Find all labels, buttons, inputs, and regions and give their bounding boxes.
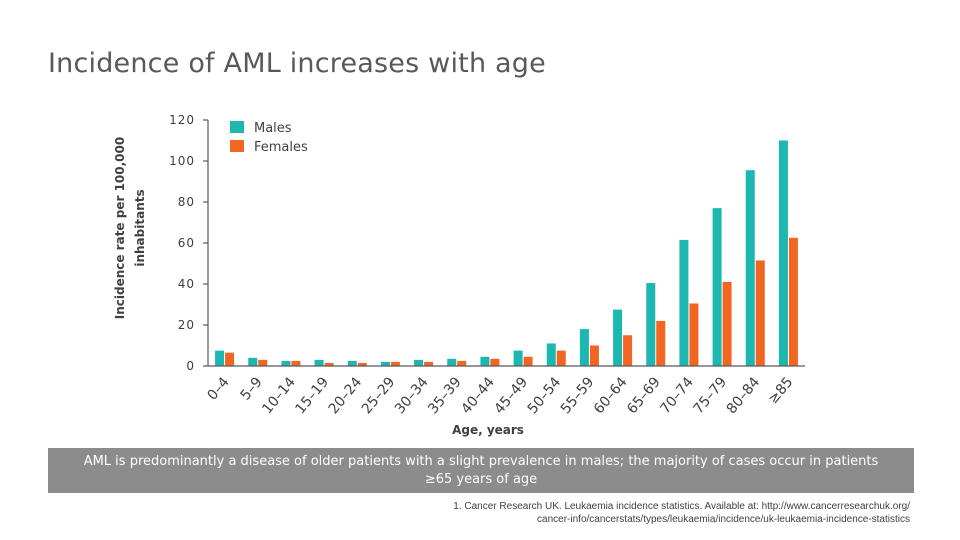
bar-males-6	[414, 359, 424, 366]
slide-title: Incidence of AML increases with age	[48, 48, 546, 79]
x-tick-label: 50–54	[525, 374, 565, 417]
bar-males-12	[613, 309, 623, 366]
bar-males-2	[281, 360, 291, 366]
x-tick-label: 25–29	[359, 374, 399, 417]
bars	[215, 140, 798, 366]
key-message-banner: AML is predominantly a disease of older …	[48, 448, 914, 493]
key-message-text: AML is predominantly a disease of older …	[83, 453, 879, 487]
x-tick-label: 5–9	[238, 374, 266, 403]
legend-label-males: Males	[254, 121, 292, 136]
bar-females-8	[490, 358, 500, 366]
bar-females-1	[258, 359, 268, 366]
y-axis-title-line-1: Incidence rate per 100,000	[113, 137, 127, 319]
y-tick-label: 100	[169, 154, 195, 168]
y-tick-label: 20	[178, 318, 195, 332]
source-citation: 1. Cancer Research UK. Leukaemia inciden…	[350, 500, 910, 526]
x-tick-label: 10–14	[259, 374, 299, 417]
bar-males-11	[579, 329, 589, 366]
x-tick-label: 40–44	[458, 374, 498, 417]
y-tick-label: 120	[169, 113, 195, 127]
bar-females-0	[225, 352, 235, 366]
y-axis-title: Incidence rate per 100,000 inhabitants	[113, 137, 147, 319]
bar-females-5	[390, 361, 400, 366]
legend-swatch-females	[230, 140, 244, 152]
bar-females-9	[523, 356, 533, 366]
x-tick-label: 55–59	[558, 374, 598, 417]
bar-females-10	[556, 350, 566, 366]
x-tick-label: 30–34	[392, 374, 432, 417]
y-tick-label: 80	[178, 195, 195, 209]
bar-males-5	[380, 361, 390, 366]
bar-males-7	[447, 358, 457, 366]
bar-females-2	[291, 360, 301, 366]
bar-males-15	[712, 208, 722, 366]
x-tick-label: 45–49	[491, 374, 531, 417]
bar-females-13	[656, 320, 666, 366]
x-tick-label: 0–4	[204, 374, 232, 403]
incidence-bar-chart: Incidence rate per 100,000 inhabitants 0 2…	[113, 113, 805, 437]
x-axis-ticks: 0–4 5–910–1415–1920–2425–2930–3435–3940–4…	[204, 374, 796, 417]
x-tick-label: 60–64	[591, 374, 631, 417]
y-tick-label: 40	[178, 277, 195, 291]
source-line-1: 1. Cancer Research UK. Leukaemia inciden…	[453, 501, 910, 512]
y-axis-title-line-2: inhabitants	[133, 189, 147, 266]
bar-males-3	[314, 359, 324, 366]
bar-males-10	[546, 343, 556, 366]
bar-females-11	[589, 345, 599, 366]
bar-females-6	[424, 361, 434, 366]
bar-females-7	[457, 360, 467, 366]
x-tick-label: 75–79	[690, 374, 730, 417]
bar-males-9	[513, 350, 523, 366]
x-tick-label: ≥85	[765, 374, 796, 407]
bar-males-0	[215, 350, 225, 366]
bar-females-12	[623, 335, 633, 366]
y-tick-label: 60	[178, 236, 195, 250]
x-tick-label: 20–24	[326, 374, 366, 417]
bar-males-13	[646, 282, 656, 366]
bar-males-14	[679, 239, 689, 366]
source-line-2: cancer-info/cancerstats/types/leukaemia/…	[537, 514, 910, 525]
bar-males-1	[248, 357, 258, 366]
legend: Males Females	[230, 121, 308, 155]
bar-females-17	[788, 237, 798, 366]
x-tick-label: 15–19	[292, 374, 332, 417]
legend-label-females: Females	[254, 140, 308, 155]
x-tick-label: 80–84	[724, 374, 764, 417]
x-axis-title: Age, years	[452, 423, 524, 437]
legend-swatch-males	[230, 121, 244, 133]
bar-females-4	[357, 362, 367, 366]
bar-females-14	[689, 303, 699, 366]
x-tick-label: 70–74	[657, 374, 697, 417]
y-axis-ticks: 0 20 40 60 80 100 120	[169, 113, 208, 373]
bar-males-17	[778, 140, 788, 366]
bar-males-4	[347, 360, 357, 366]
bar-males-8	[480, 356, 490, 366]
bar-females-16	[755, 260, 765, 366]
bar-females-3	[324, 362, 334, 366]
bar-males-16	[745, 170, 755, 366]
x-tick-label: 35–39	[425, 374, 465, 417]
y-tick-label: 0	[186, 359, 195, 373]
bar-females-15	[722, 281, 732, 366]
x-tick-label: 65–69	[624, 374, 664, 417]
